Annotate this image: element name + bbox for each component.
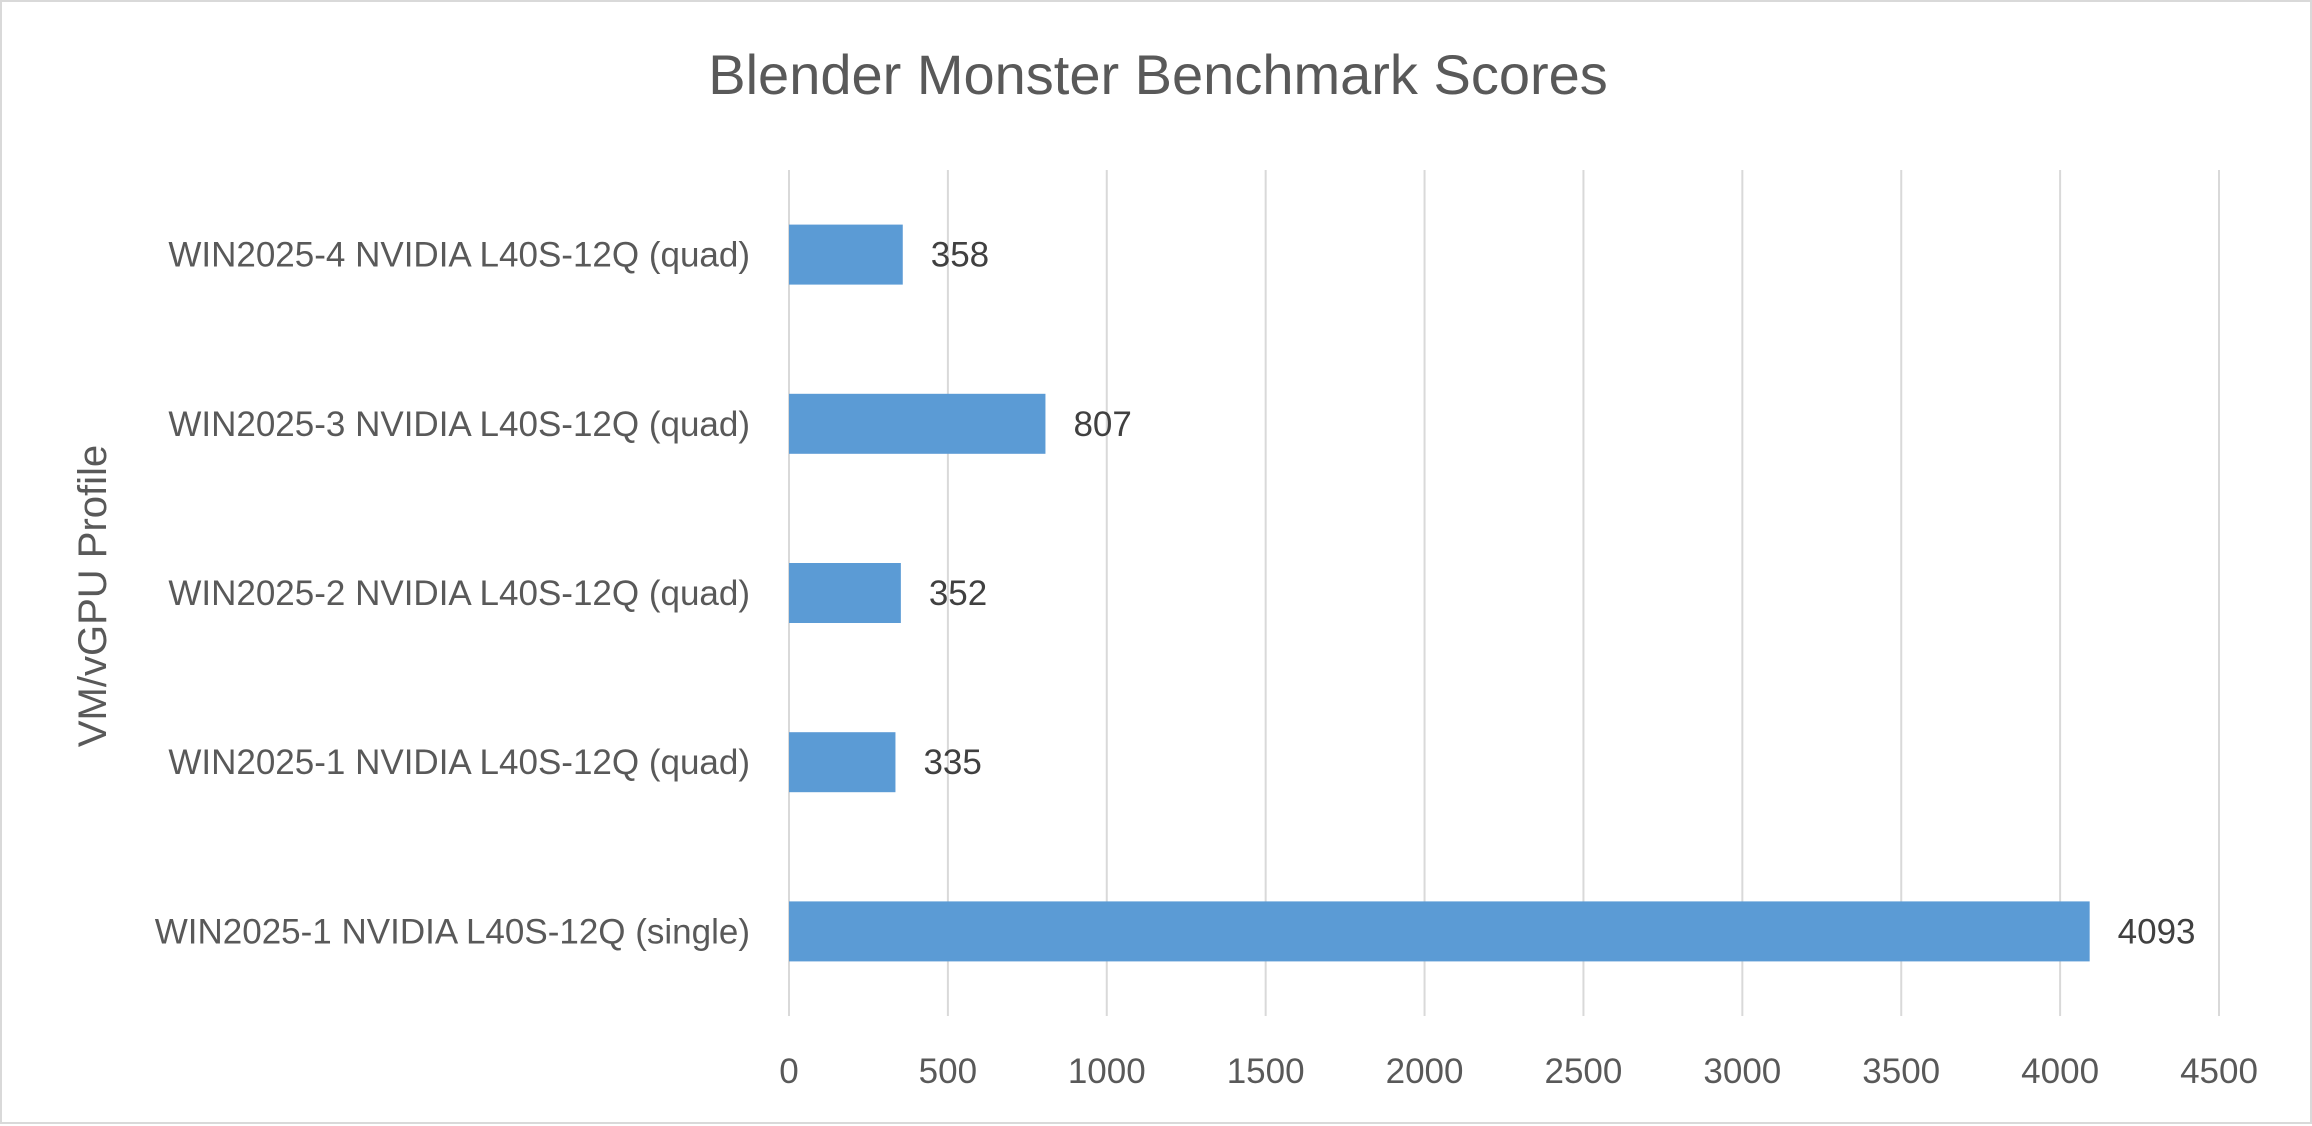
bars [789,224,2090,962]
chart-title: Blender Monster Benchmark Scores [708,43,1608,106]
data-label: 352 [929,574,987,613]
bar [789,563,901,623]
category-label: WIN2025-2 NVIDIA L40S-12Q (quad) [168,574,750,613]
labels: 0 500 1000 1500 2000 2500 3000 3500 4000 4500 WIN2… [155,236,2258,1091]
category-label: WIN2025-3 NVIDIA L40S-12Q (quad) [168,405,750,444]
x-tick-label: 4500 [2180,1052,2258,1091]
x-tick-label: 1500 [1227,1052,1305,1091]
bar [789,393,1046,454]
bar [789,224,903,285]
x-tick-label: 0 [779,1052,798,1091]
bar [789,901,2090,962]
data-label: 335 [923,743,981,782]
x-tick-label: 3500 [1862,1052,1940,1091]
bar [789,732,896,793]
x-tick-label: 500 [919,1052,977,1091]
x-tick-label: 4000 [2021,1052,2099,1091]
data-label: 807 [1073,405,1131,444]
category-label: WIN2025-4 NVIDIA L40S-12Q (quad) [168,236,750,275]
category-label: WIN2025-1 NVIDIA L40S-12Q (single) [155,912,750,951]
category-label: WIN2025-1 NVIDIA L40S-12Q (quad) [168,743,750,782]
x-tick-label: 3000 [1703,1052,1781,1091]
x-tick-label: 2500 [1545,1052,1623,1091]
y-axis-title: VM/vGPU Profile [71,445,115,747]
data-label: 4093 [2118,912,2196,951]
x-tick-label: 2000 [1386,1052,1464,1091]
x-tick-label: 1000 [1068,1052,1146,1091]
data-label: 358 [931,236,989,275]
gridlines [788,170,2220,1016]
